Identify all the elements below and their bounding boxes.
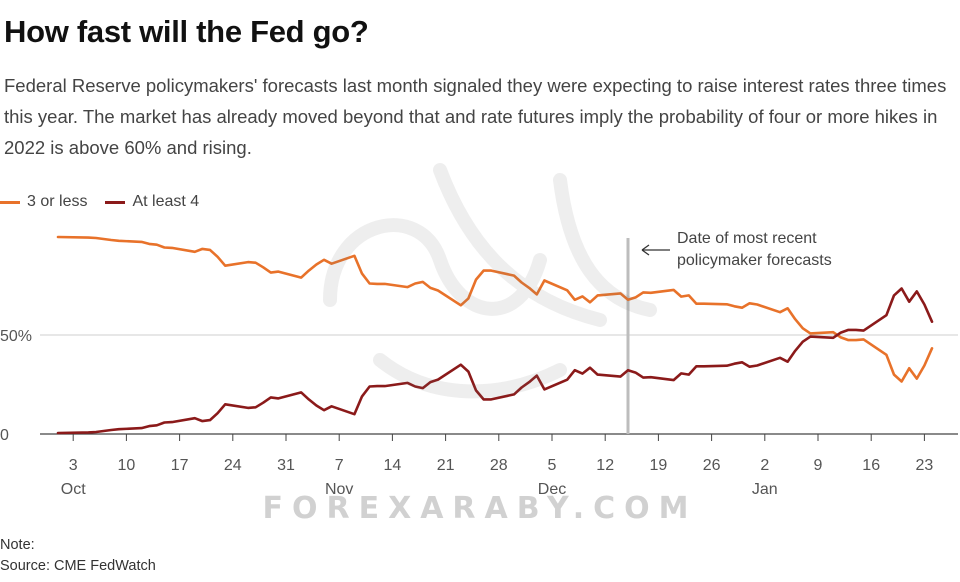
x-tick-label-4: 31: [277, 457, 295, 474]
note-label: Note:: [0, 537, 35, 553]
x-month-label-dec: Dec: [538, 481, 566, 498]
chart-subtitle: Federal Reserve policymakers' forecasts …: [4, 75, 947, 158]
x-tick-label-3: 24: [224, 457, 242, 474]
annotation-arrow-head: [641, 244, 650, 256]
x-tick-label-15: 16: [862, 457, 880, 474]
chart-title: How fast will the Fed go?: [4, 14, 369, 49]
legend-swatch-at-least-4: [105, 200, 126, 204]
x-month-label-oct: Oct: [61, 481, 86, 498]
legend-swatch-3-or-less: [0, 200, 20, 204]
x-tick-label-11: 19: [650, 457, 668, 474]
legend-label-3-or-less: 3 or less: [27, 193, 88, 210]
legend-label-at-least-4: At least 4: [132, 193, 200, 210]
x-tick-label-13: 2: [760, 457, 769, 474]
x-tick-label-2: 17: [171, 457, 189, 474]
x-tick-label-14: 9: [814, 457, 823, 474]
annotation-text-line-0: Date of most recent: [677, 230, 817, 247]
y-tick-label-50: 50%: [0, 328, 32, 345]
x-month-label-jan: Jan: [752, 481, 778, 498]
x-tick-label-9: 5: [548, 457, 557, 474]
x-tick-label-10: 12: [596, 457, 614, 474]
legend: 3 or less At least 4: [0, 193, 217, 211]
x-tick-label-6: 14: [384, 457, 402, 474]
source-text: Source: CME FedWatch: [0, 558, 156, 574]
x-tick-label-5: 7: [335, 457, 344, 474]
series-line-at-least-4: [56, 287, 934, 435]
x-tick-label-7: 21: [437, 457, 455, 474]
y-tick-label-0: 0: [0, 427, 9, 444]
series-line-3-or-less: [56, 235, 934, 383]
legend-item-at-least-4: At least 4: [105, 193, 199, 211]
annotation-text-line-1: policymaker forecasts: [677, 252, 832, 269]
x-tick-label-12: 26: [703, 457, 721, 474]
x-tick-label-1: 10: [118, 457, 136, 474]
x-tick-label-8: 28: [490, 457, 508, 474]
legend-item-3-or-less: 3 or less: [0, 193, 87, 211]
chart-footer: Note: Source: CME FedWatch: [0, 535, 156, 577]
x-tick-label-0: 3: [69, 457, 78, 474]
x-tick-label-16: 23: [916, 457, 934, 474]
x-month-label-nov: Nov: [325, 481, 353, 498]
